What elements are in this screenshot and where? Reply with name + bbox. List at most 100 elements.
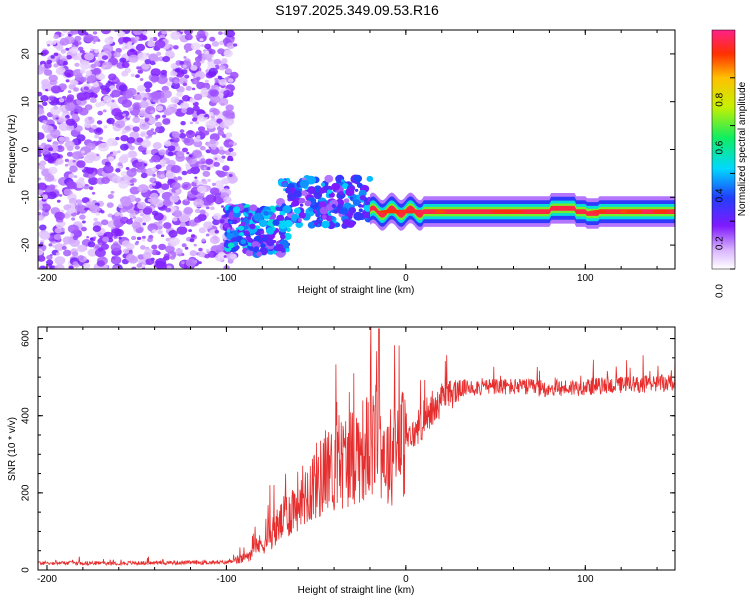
- signal-peak: [626, 209, 643, 214]
- noise-blob: [56, 199, 61, 203]
- noise-blob: [223, 255, 228, 258]
- noise-blob: [163, 140, 172, 147]
- noise-blob: [138, 210, 143, 213]
- cluster-blob: [293, 190, 302, 198]
- noise-blob: [155, 114, 161, 119]
- cluster-blob: [245, 249, 254, 257]
- noise-blob: [46, 59, 53, 65]
- noise-blob: [141, 214, 151, 222]
- colorbar-tick-label: 0.0: [715, 284, 726, 298]
- noise-blob: [132, 126, 140, 132]
- noise-blob: [210, 206, 215, 211]
- spectrogram-xtick-label: -100: [216, 273, 236, 284]
- noise-blob: [94, 134, 100, 139]
- noise-blob: [101, 177, 110, 184]
- noise-blob: [63, 213, 71, 219]
- noise-blob: [144, 117, 150, 122]
- colorbar-label: Normalized spectral amplitude: [737, 81, 748, 216]
- noise-blob: [184, 207, 193, 215]
- noise-blob: [70, 46, 79, 54]
- noise-blob: [233, 43, 238, 47]
- noise-blob: [152, 173, 156, 177]
- noise-blob: [114, 30, 119, 33]
- colorbar: 0.0 0.2 0.4 0.6 0.8 Normalized spectral ampl…: [711, 29, 748, 298]
- noise-blob: [98, 73, 106, 80]
- noise-blob: [169, 237, 180, 246]
- colorbar-tick-label: 0.2: [715, 236, 726, 250]
- cluster-blob: [306, 175, 316, 185]
- noise-blob: [201, 238, 206, 243]
- noise-blob: [112, 265, 120, 269]
- cluster-blob: [249, 204, 258, 212]
- noise-blob: [83, 155, 95, 164]
- signal-peak: [397, 209, 419, 214]
- noise-blob: [175, 189, 180, 193]
- noise-blob: [182, 199, 191, 206]
- noise-blob: [52, 244, 57, 248]
- noise-blob: [70, 233, 75, 237]
- noise-blob: [190, 166, 201, 175]
- snr-ytick-label: 200: [21, 484, 32, 501]
- snr-marks: [38, 327, 675, 567]
- noise-blob: [157, 229, 163, 235]
- noise-blob: [55, 145, 65, 153]
- noise-blob: [87, 89, 93, 93]
- cluster-blob: [333, 209, 339, 214]
- noise-blob: [199, 38, 204, 42]
- noise-blob: [172, 217, 178, 222]
- cluster-blob: [321, 220, 330, 229]
- cluster-blob: [292, 200, 300, 207]
- noise-blob: [77, 255, 85, 261]
- cluster-blob: [247, 237, 253, 243]
- noise-blob: [41, 124, 49, 130]
- noise-blob: [142, 30, 148, 35]
- noise-blob: [71, 113, 79, 119]
- noise-blob: [193, 179, 198, 183]
- noise-blob: [107, 80, 111, 84]
- noise-blob: [137, 158, 143, 163]
- noise-blob: [106, 117, 115, 125]
- noise-blob: [142, 252, 152, 259]
- noise-blob: [149, 99, 154, 102]
- noise-blob: [195, 131, 200, 135]
- cluster-blob: [354, 188, 359, 192]
- spectrogram-ytick-label: 20: [21, 48, 32, 60]
- noise-blob: [111, 175, 122, 184]
- noise-blob: [89, 97, 97, 103]
- noise-blob: [99, 242, 103, 245]
- noise-blob: [208, 49, 216, 55]
- noise-blob: [152, 229, 157, 234]
- noise-blob: [182, 64, 187, 69]
- noise-blob: [40, 203, 51, 212]
- noise-blob: [64, 163, 69, 167]
- noise-blob: [184, 74, 189, 78]
- noise-blob: [73, 175, 78, 178]
- noise-blob: [50, 55, 55, 59]
- colorbar-tick-label: 0.4: [715, 188, 726, 202]
- cluster-blob: [224, 213, 229, 218]
- noise-blob: [60, 49, 67, 54]
- noise-blob: [60, 33, 65, 37]
- noise-blob: [157, 225, 163, 230]
- noise-blob: [225, 68, 232, 74]
- noise-blob: [159, 159, 167, 165]
- noise-blob: [181, 170, 188, 176]
- cluster-blob: [243, 207, 249, 212]
- noise-blob: [173, 142, 179, 147]
- noise-blob: [200, 158, 206, 163]
- cluster-blob: [331, 216, 336, 220]
- cluster-blob: [263, 210, 270, 216]
- noise-blob: [151, 182, 156, 186]
- noise-blob: [139, 78, 144, 81]
- noise-blob: [162, 114, 167, 118]
- cluster-blob: [335, 222, 341, 228]
- noise-blob: [178, 132, 186, 139]
- noise-blob: [185, 85, 192, 91]
- noise-blob: [95, 128, 102, 133]
- noise-blob: [202, 130, 210, 136]
- noise-blob: [196, 192, 205, 200]
- noise-blob: [205, 233, 210, 237]
- noise-blob: [62, 136, 70, 142]
- noise-blob: [39, 160, 47, 166]
